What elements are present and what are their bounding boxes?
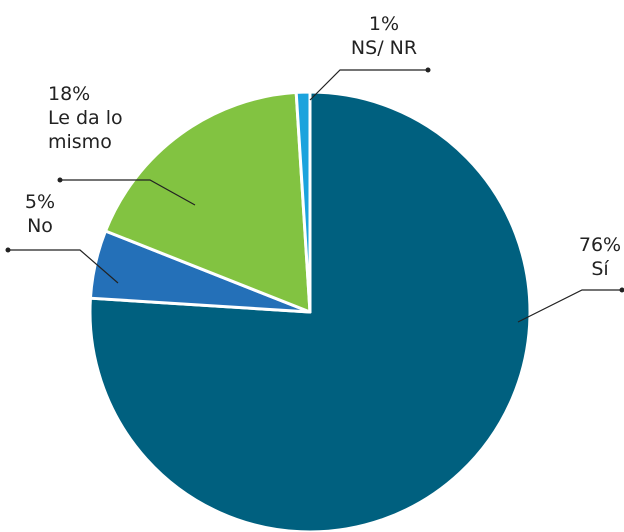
label: 5% No (10, 190, 70, 238)
label: 76% Sí (565, 233, 624, 281)
label: 1% NS/ NR (332, 12, 436, 60)
value-label: 76% (578, 234, 622, 256)
leader-dot (5, 247, 11, 253)
category-label: Le da lo mismo (48, 107, 123, 153)
pie-slice (294, 90, 312, 314)
category-label: Sí (591, 258, 609, 280)
value-label: 1% (368, 13, 400, 35)
value-label: 18% (48, 83, 91, 105)
leader-dot (619, 287, 624, 293)
leader-dot (57, 177, 63, 183)
category-label: NS/ NR (350, 37, 418, 59)
leaders (5, 67, 624, 323)
leader-dot (425, 67, 431, 73)
slices (88, 90, 532, 532)
category-label: No (27, 215, 53, 237)
value-label: 5% (24, 191, 56, 213)
leader-line (517, 289, 622, 323)
leader-line (60, 179, 196, 206)
leader-line (8, 249, 119, 284)
pie-slice (103, 90, 312, 314)
label: 18% Le da lo mismo (48, 82, 128, 154)
leader-line (309, 69, 428, 101)
